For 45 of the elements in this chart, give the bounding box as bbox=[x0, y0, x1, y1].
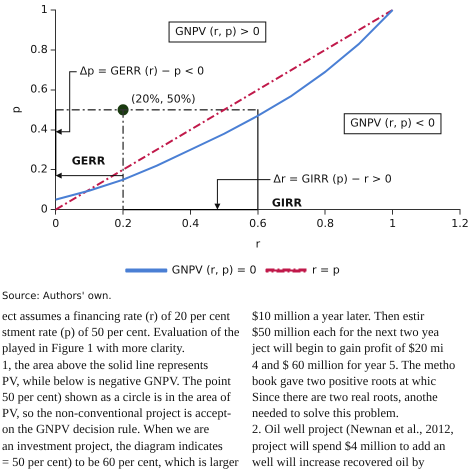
legend-label: r = p bbox=[312, 263, 340, 276]
text: 50 per cent) shown as a circle is in the area of bbox=[2, 389, 232, 406]
x-axis-title: r bbox=[256, 237, 261, 250]
legend-label: GNPV (r, p) = 0 bbox=[172, 263, 256, 276]
text: ect assumes a financing rate (r) of 20 per cent bbox=[2, 308, 232, 324]
annotation: GNPV (r, p) > 0 bbox=[175, 24, 260, 38]
annotation: GERR bbox=[72, 154, 106, 168]
text: $50 million each for the next two yea bbox=[252, 324, 440, 340]
x-tick-label: 0.4 bbox=[182, 217, 200, 230]
x-tick-label: 1 bbox=[389, 217, 396, 230]
text: stment rate (p) of 50 per cent. Evaluation of the bbox=[2, 324, 240, 340]
annotation: (20%, 50%) bbox=[131, 92, 196, 106]
text: ject will begin to gain profit of $20 mi bbox=[252, 340, 445, 357]
source-note: Source: Authors' own. bbox=[2, 291, 112, 302]
annotation: Δp = GERR (r) − p < 0 bbox=[80, 64, 204, 78]
y-axis-title: p bbox=[9, 106, 22, 114]
x-tick-label: 0 bbox=[52, 217, 60, 230]
annotation: GIRR bbox=[272, 196, 302, 210]
y-tick-label: 0.6 bbox=[30, 82, 48, 96]
text: 1, the area above the solid line represents bbox=[2, 356, 210, 373]
text: PV, while below is negative GNPV. The point bbox=[2, 372, 232, 390]
x-tick-label: 0.8 bbox=[316, 217, 334, 230]
text: well will increase recovered oil by bbox=[252, 454, 426, 470]
x-tick-label: 0.2 bbox=[114, 217, 132, 230]
annotation: GNPV (r, p) < 0 bbox=[350, 116, 435, 130]
text: needed to solve this problem. bbox=[252, 405, 400, 422]
text: project will spend $4 million to add an bbox=[252, 438, 446, 454]
y-tick-label: 1 bbox=[40, 2, 48, 16]
text: 2. Oil well project (Newnan et al., 2012, bbox=[252, 421, 455, 438]
text: = 50 per cent) to be 60 per cent, which is larger bbox=[2, 454, 240, 470]
text: on the GNPV decision rule. When we are bbox=[2, 421, 210, 438]
y-tick-label: 0.4 bbox=[30, 122, 48, 136]
text: book gave two positive roots at whic bbox=[252, 372, 437, 390]
text: Since there are two real roots, anothe bbox=[252, 389, 439, 406]
text: 4 and $ 60 million for year 5. The metho bbox=[252, 356, 456, 373]
x-tick-label: 1.2 bbox=[451, 217, 469, 230]
y-tick-label: 0.8 bbox=[30, 42, 48, 56]
annotation: Δr = GIRR (p) − r > 0 bbox=[273, 172, 392, 186]
x-tick-label: 0.6 bbox=[249, 217, 267, 230]
y-tick-label: 0.2 bbox=[30, 162, 48, 176]
text: PV, so the non-conventional project is accept- bbox=[2, 405, 232, 422]
text: $10 million a year later. Then estir bbox=[252, 308, 426, 324]
text: an investment project, the diagram indicates bbox=[2, 438, 224, 454]
text: played in Figure 1 with more clarity. bbox=[2, 340, 186, 357]
y-tick-label: 0 bbox=[40, 202, 48, 216]
